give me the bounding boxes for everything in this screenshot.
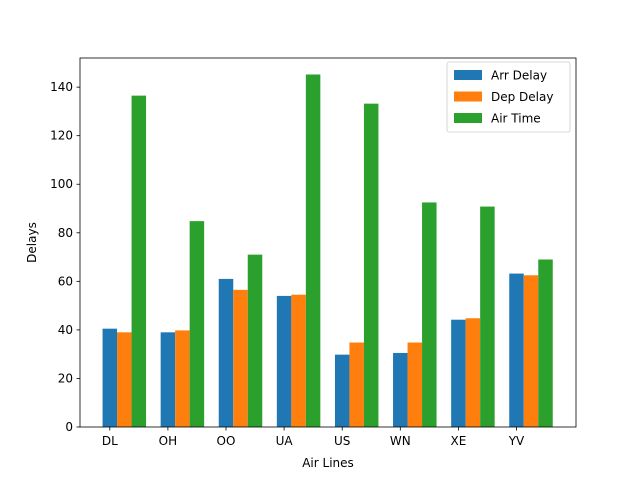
bar-dep-delay-oo [233, 289, 248, 427]
x-axis: DL OH OO UA US WN XE YV [102, 427, 525, 448]
bar-dep-delay-oh [175, 330, 190, 427]
legend: Arr Delay Dep Delay Air Time [446, 61, 571, 133]
bar-arr-delay-yv [509, 273, 524, 427]
x-tick-label: UA [276, 434, 294, 448]
y-tick-label: 40 [58, 323, 73, 337]
x-tick-label: DL [102, 434, 118, 448]
y-axis: 0 20 40 60 80 100 120 140 [50, 80, 80, 434]
bar-arr-delay-dl [102, 328, 118, 427]
bar-dep-delay-dl [117, 332, 132, 427]
y-tick-label: 100 [50, 177, 73, 191]
bar-arr-delay-xe [451, 319, 466, 427]
legend-swatch [454, 91, 482, 102]
bar-arr-delay-oo [218, 278, 234, 427]
legend-swatch [454, 70, 482, 80]
bar-dep-delay-xe [465, 318, 481, 427]
x-tick-label: XE [450, 434, 466, 448]
bar-air-time-wn [422, 202, 437, 427]
bar-dep-delay-wn [407, 342, 423, 427]
y-tick-label: 120 [50, 129, 73, 143]
x-axis-label: Air Lines [302, 456, 354, 470]
y-axis-label: Delays [25, 222, 39, 263]
bar-dep-delay-yv [523, 275, 539, 427]
bar-air-time-ua [305, 74, 321, 427]
y-tick-label: 140 [50, 80, 73, 94]
bar-arr-delay-us [334, 354, 350, 427]
x-tick-label: OH [159, 434, 177, 448]
y-tick-label: 80 [58, 226, 73, 240]
bar-air-time-dl [131, 95, 147, 427]
y-tick-label: 60 [58, 274, 73, 288]
bar-arr-delay-oh [160, 332, 176, 427]
y-tick-label: 0 [65, 420, 73, 434]
y-tick-label: 20 [58, 371, 73, 385]
bar-dep-delay-ua [291, 294, 306, 427]
legend-label: Arr Delay [491, 69, 547, 83]
plot-frame [79, 57, 577, 428]
x-tick-label: YV [508, 434, 525, 448]
x-tick-label: US [334, 434, 350, 448]
bar-air-time-yv [538, 259, 553, 427]
bar-air-time-us [363, 103, 379, 428]
bar-arr-delay-wn [393, 352, 408, 427]
legend-swatch [454, 113, 482, 123]
bar-air-time-oo [247, 254, 263, 427]
bar-dep-delay-us [349, 342, 364, 427]
bar-air-time-xe [480, 206, 495, 427]
legend-label: Air Time [491, 112, 541, 126]
x-tick-label: OO [217, 434, 236, 448]
legend-label: Dep Delay [491, 90, 553, 104]
bars-layer [102, 74, 553, 428]
x-tick-label: WN [390, 434, 411, 448]
bar-air-time-oh [189, 221, 205, 427]
bar-arr-delay-ua [276, 295, 292, 427]
